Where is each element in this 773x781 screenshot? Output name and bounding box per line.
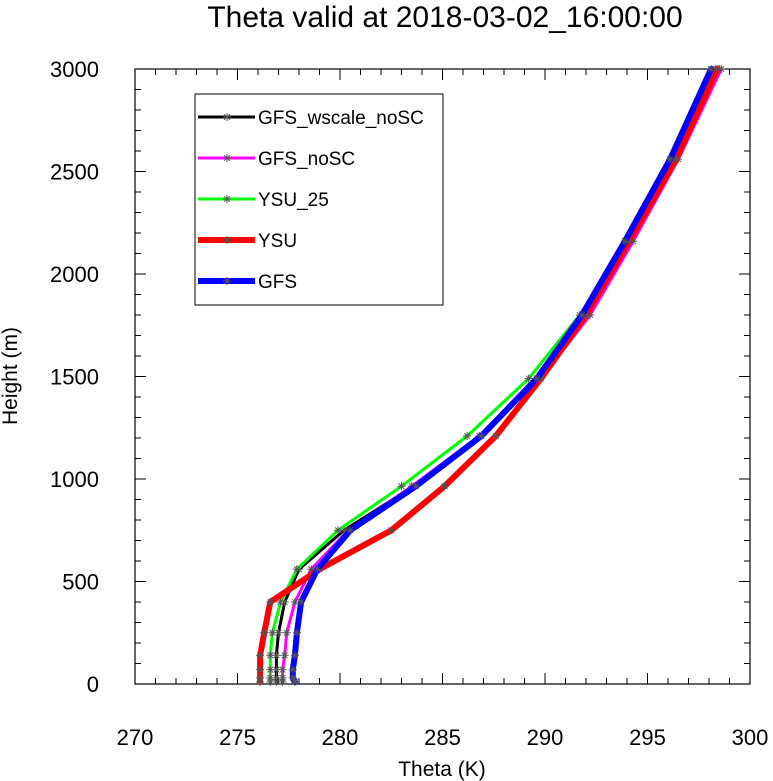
y-tick-label: 0 — [87, 672, 99, 697]
chart-title: Theta valid at 2018-03-02_16:00:00 — [207, 1, 682, 34]
series-point-marker — [256, 665, 265, 674]
series-point-marker — [707, 65, 716, 73]
x-tick-label: 285 — [424, 725, 461, 750]
legend-items: GFS_wscale_noSC GFS_noSC YSU_25 YSU GFS — [198, 108, 424, 293]
series-point-marker — [297, 598, 306, 606]
legend-item: GFS_noSC — [198, 149, 355, 170]
series-point-marker — [288, 665, 297, 674]
series-point-marker — [280, 651, 289, 660]
series-point-marker — [346, 526, 355, 535]
legend-label: YSU — [258, 231, 297, 252]
y-tick-label: 2500 — [50, 160, 99, 185]
series-point-marker — [256, 673, 265, 682]
legend-marker — [223, 195, 231, 203]
y-tick-labels: 0 500 1000 1500 2000 2500 3000 — [50, 57, 99, 697]
series-point-marker — [577, 311, 586, 319]
series-point-marker — [260, 628, 269, 637]
legend-marker — [223, 236, 231, 244]
y-tick-label: 1000 — [50, 467, 99, 492]
series-layer — [256, 65, 726, 686]
series-point-marker — [256, 651, 265, 660]
series-point-marker — [266, 673, 275, 682]
series-point-marker — [292, 565, 301, 574]
series-point-marker — [288, 673, 297, 682]
y-tick-label: 500 — [62, 570, 99, 595]
series-point-marker — [620, 237, 629, 246]
series-point-marker — [290, 651, 299, 660]
series-point-marker — [333, 526, 342, 535]
legend-marker — [223, 113, 231, 121]
series-point-marker — [282, 628, 291, 637]
legend-marker — [223, 154, 231, 162]
series-point-marker — [477, 431, 486, 440]
x-tick-label: 290 — [527, 725, 564, 750]
legend-label: GFS — [258, 272, 297, 293]
legend-item: GFS — [198, 272, 297, 293]
y-axis-label: Height (m) — [0, 327, 22, 425]
x-tick-label: 270 — [117, 725, 154, 750]
x-tick-label: 300 — [732, 725, 769, 750]
series-point-marker — [411, 482, 420, 491]
legend-item: YSU — [198, 231, 297, 252]
series-point-marker — [276, 598, 285, 606]
series-point-marker — [266, 598, 275, 606]
series-point-marker — [313, 565, 322, 574]
x-tick-labels: 270 275 280 285 290 295 300 — [117, 725, 769, 750]
series-point-marker — [463, 431, 472, 440]
y-tick-label: 3000 — [50, 57, 99, 82]
series-point-marker — [278, 665, 287, 674]
y-tick-label: 2000 — [50, 262, 99, 287]
series-point-marker — [524, 374, 533, 383]
series-point-marker — [532, 374, 541, 383]
x-tick-label: 275 — [219, 725, 256, 750]
legend-label: YSU_25 — [258, 190, 329, 211]
legend-item: YSU_25 — [198, 190, 329, 211]
axis-ticks — [134, 68, 751, 685]
series-point-marker — [397, 482, 406, 491]
series-point-marker — [491, 431, 500, 440]
legend-marker — [223, 277, 231, 285]
series-point-marker — [268, 628, 277, 637]
series-point-marker — [666, 155, 675, 164]
series-point-marker — [266, 651, 275, 660]
series-point-marker — [278, 673, 287, 682]
series-point-marker — [387, 526, 396, 535]
series-point-marker — [292, 628, 301, 637]
legend-label: GFS_noSC — [258, 149, 355, 170]
series-GFS — [288, 65, 716, 686]
y-tick-label: 1500 — [50, 365, 99, 390]
x-axis-label: Theta (K) — [398, 758, 486, 781]
x-tick-label: 280 — [322, 725, 359, 750]
series-point-marker — [440, 482, 449, 491]
legend-item: GFS_wscale_noSC — [198, 108, 424, 129]
x-tick-label: 295 — [629, 725, 666, 750]
legend-label: GFS_wscale_noSC — [258, 108, 424, 129]
legend: GFS_wscale_noSC GFS_noSC YSU_25 YSU GFS — [194, 93, 444, 306]
series-point-marker — [266, 665, 275, 674]
